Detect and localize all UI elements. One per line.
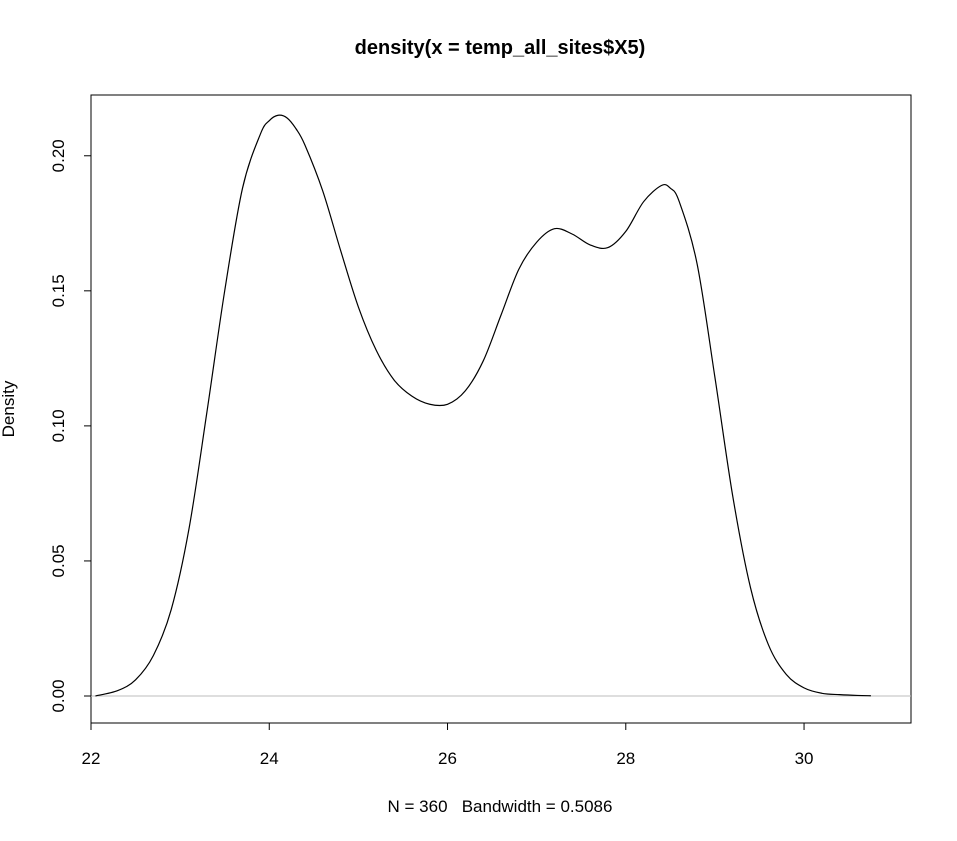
- y-tick-label: 0.10: [49, 409, 68, 442]
- y-tick-label: 0.20: [49, 139, 68, 172]
- x-axis-ticks: 22 24 26 28 30: [82, 723, 814, 768]
- x-tick-label: 30: [795, 749, 814, 768]
- x-tick-label: 22: [82, 749, 101, 768]
- plot-frame: [90, 94, 912, 724]
- y-axis-ticks: 0.00 0.05 0.10 0.15 0.20: [49, 139, 91, 713]
- y-axis-label: Density: [0, 380, 18, 437]
- density-curve: [95, 114, 871, 697]
- x-tick-label: 26: [438, 749, 457, 768]
- y-tick-label: 0.05: [49, 544, 68, 577]
- y-tick-label: 0.15: [49, 274, 68, 307]
- chart-title: density(x = temp_all_sites$X5): [355, 37, 646, 59]
- x-axis-label: N = 360 Bandwidth = 0.5086: [388, 797, 613, 816]
- x-tick-label: 28: [616, 749, 635, 768]
- y-tick-label: 0.00: [49, 679, 68, 712]
- x-tick-label: 24: [260, 749, 279, 768]
